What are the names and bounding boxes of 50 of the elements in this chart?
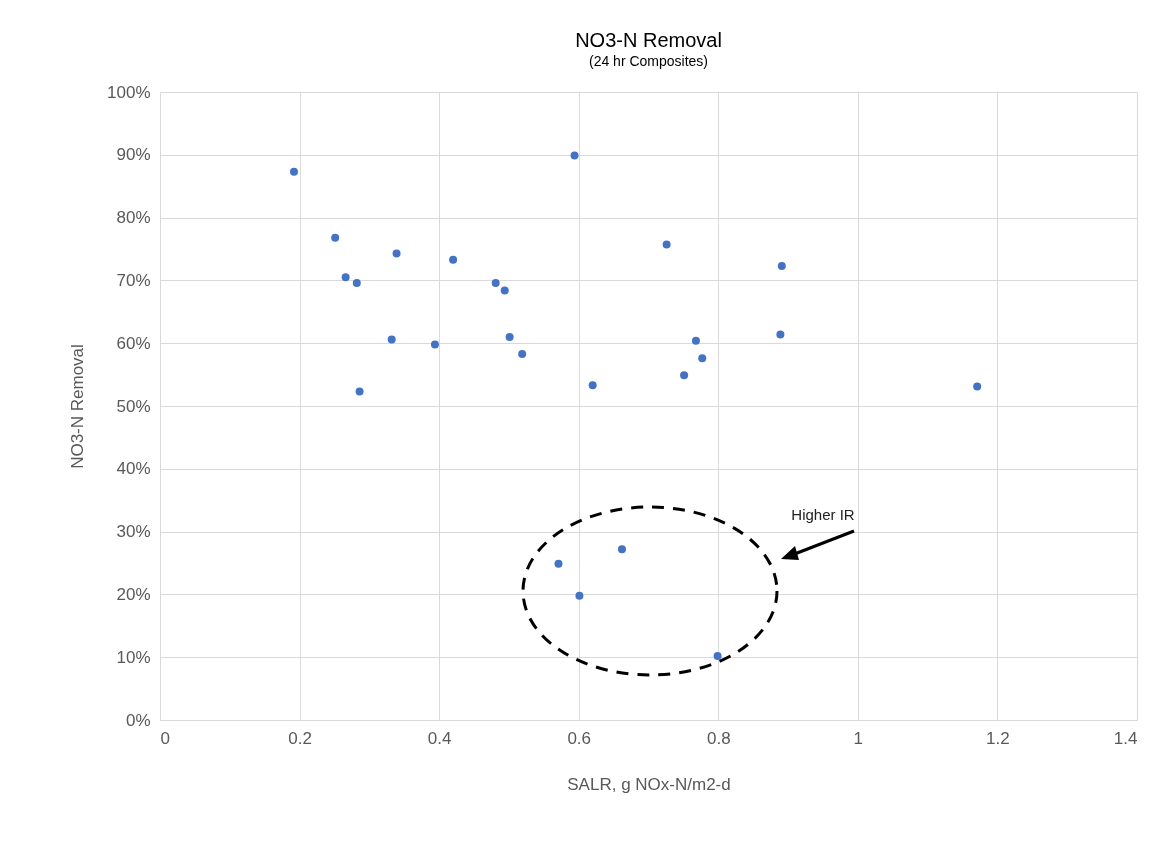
y-tick-label: 10% (116, 647, 151, 667)
point (505, 332, 514, 341)
point (387, 335, 396, 344)
point (662, 240, 671, 249)
point (491, 278, 500, 287)
point (430, 340, 439, 349)
point (331, 233, 340, 242)
point (570, 151, 579, 160)
y-tick-label: 20% (116, 584, 151, 604)
point (617, 545, 626, 554)
x-tick-label: 0.4 (427, 728, 452, 748)
y-tick-label: 70% (116, 270, 151, 290)
point (352, 278, 361, 287)
x-tick-label: 1 (853, 728, 864, 748)
point (777, 261, 786, 270)
y-axis-title: NO3-N Removal (68, 344, 88, 469)
y-tick-label: 30% (116, 522, 151, 542)
y-tick-label: 90% (116, 145, 151, 165)
x-axis-title: SALR, g NOx-N/m2-d (567, 774, 731, 794)
point (776, 330, 785, 339)
point (449, 255, 458, 264)
x-tick-label: 1.4 (1113, 728, 1138, 748)
chart-subtitle: (24 hr Composites) (588, 53, 709, 69)
point (392, 249, 401, 258)
point (680, 371, 689, 380)
y-tick-label: 100% (107, 82, 151, 102)
x-tick-label: 0 (160, 728, 170, 748)
y-tick-label: 60% (116, 333, 151, 353)
point (518, 349, 527, 358)
x-tick-label: 0.8 (706, 728, 731, 748)
y-tick-label: 40% (116, 459, 151, 479)
point (289, 167, 298, 176)
x-tick-label: 0.2 (288, 728, 312, 748)
point (575, 591, 584, 600)
point (500, 286, 509, 295)
x-tick-label: 1.2 (986, 728, 1010, 748)
point (355, 387, 364, 396)
x-tick-label: 0.6 (567, 728, 592, 748)
point (973, 382, 982, 391)
point (698, 354, 707, 363)
point (588, 381, 597, 390)
y-tick-label: 0% (125, 710, 151, 730)
point (713, 651, 722, 660)
point (341, 273, 350, 282)
annotation: Higher IR (791, 506, 855, 523)
y-tick-label: 80% (116, 208, 151, 228)
y-tick-label: 50% (116, 396, 151, 416)
chart-title: NO3-N Removal (575, 29, 722, 51)
point (554, 559, 563, 568)
point (691, 336, 700, 345)
